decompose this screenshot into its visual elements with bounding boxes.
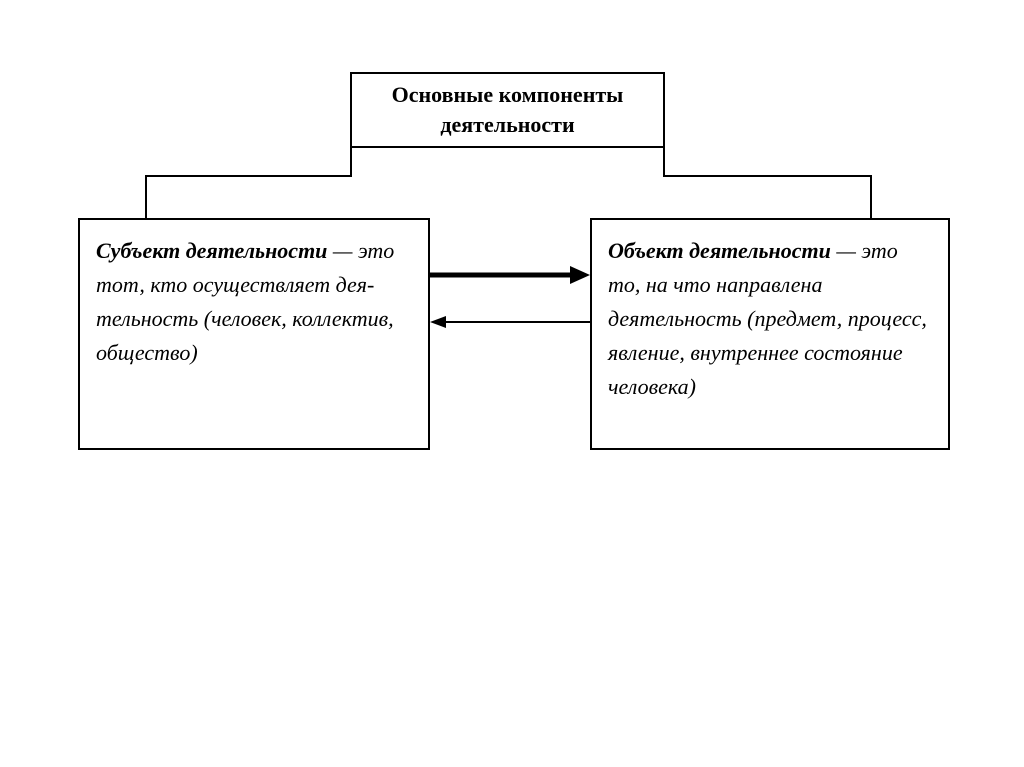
arrow-object-to-subject-head: [430, 316, 446, 328]
title-box: Основные компоненты деятельности: [350, 72, 665, 148]
title-text: Основные компоненты деятельности: [362, 80, 653, 139]
object-term: Объект деятельности: [608, 238, 831, 263]
connector-horizontal-left: [145, 175, 352, 177]
connector-right-vertical: [870, 175, 872, 218]
subject-box: Субъект деятельно­сти — это тот, кто осу…: [78, 218, 430, 450]
connector-left-vertical: [145, 175, 147, 218]
subject-term: Субъект деятельно­сти: [96, 238, 327, 263]
connector-title-left-stub: [350, 148, 352, 177]
connector-horizontal-right: [663, 175, 872, 177]
object-box: Объект деятельности — это то, на что нап…: [590, 218, 950, 450]
arrow-subject-to-object-head: [570, 266, 590, 284]
connector-title-right-stub: [663, 148, 665, 177]
